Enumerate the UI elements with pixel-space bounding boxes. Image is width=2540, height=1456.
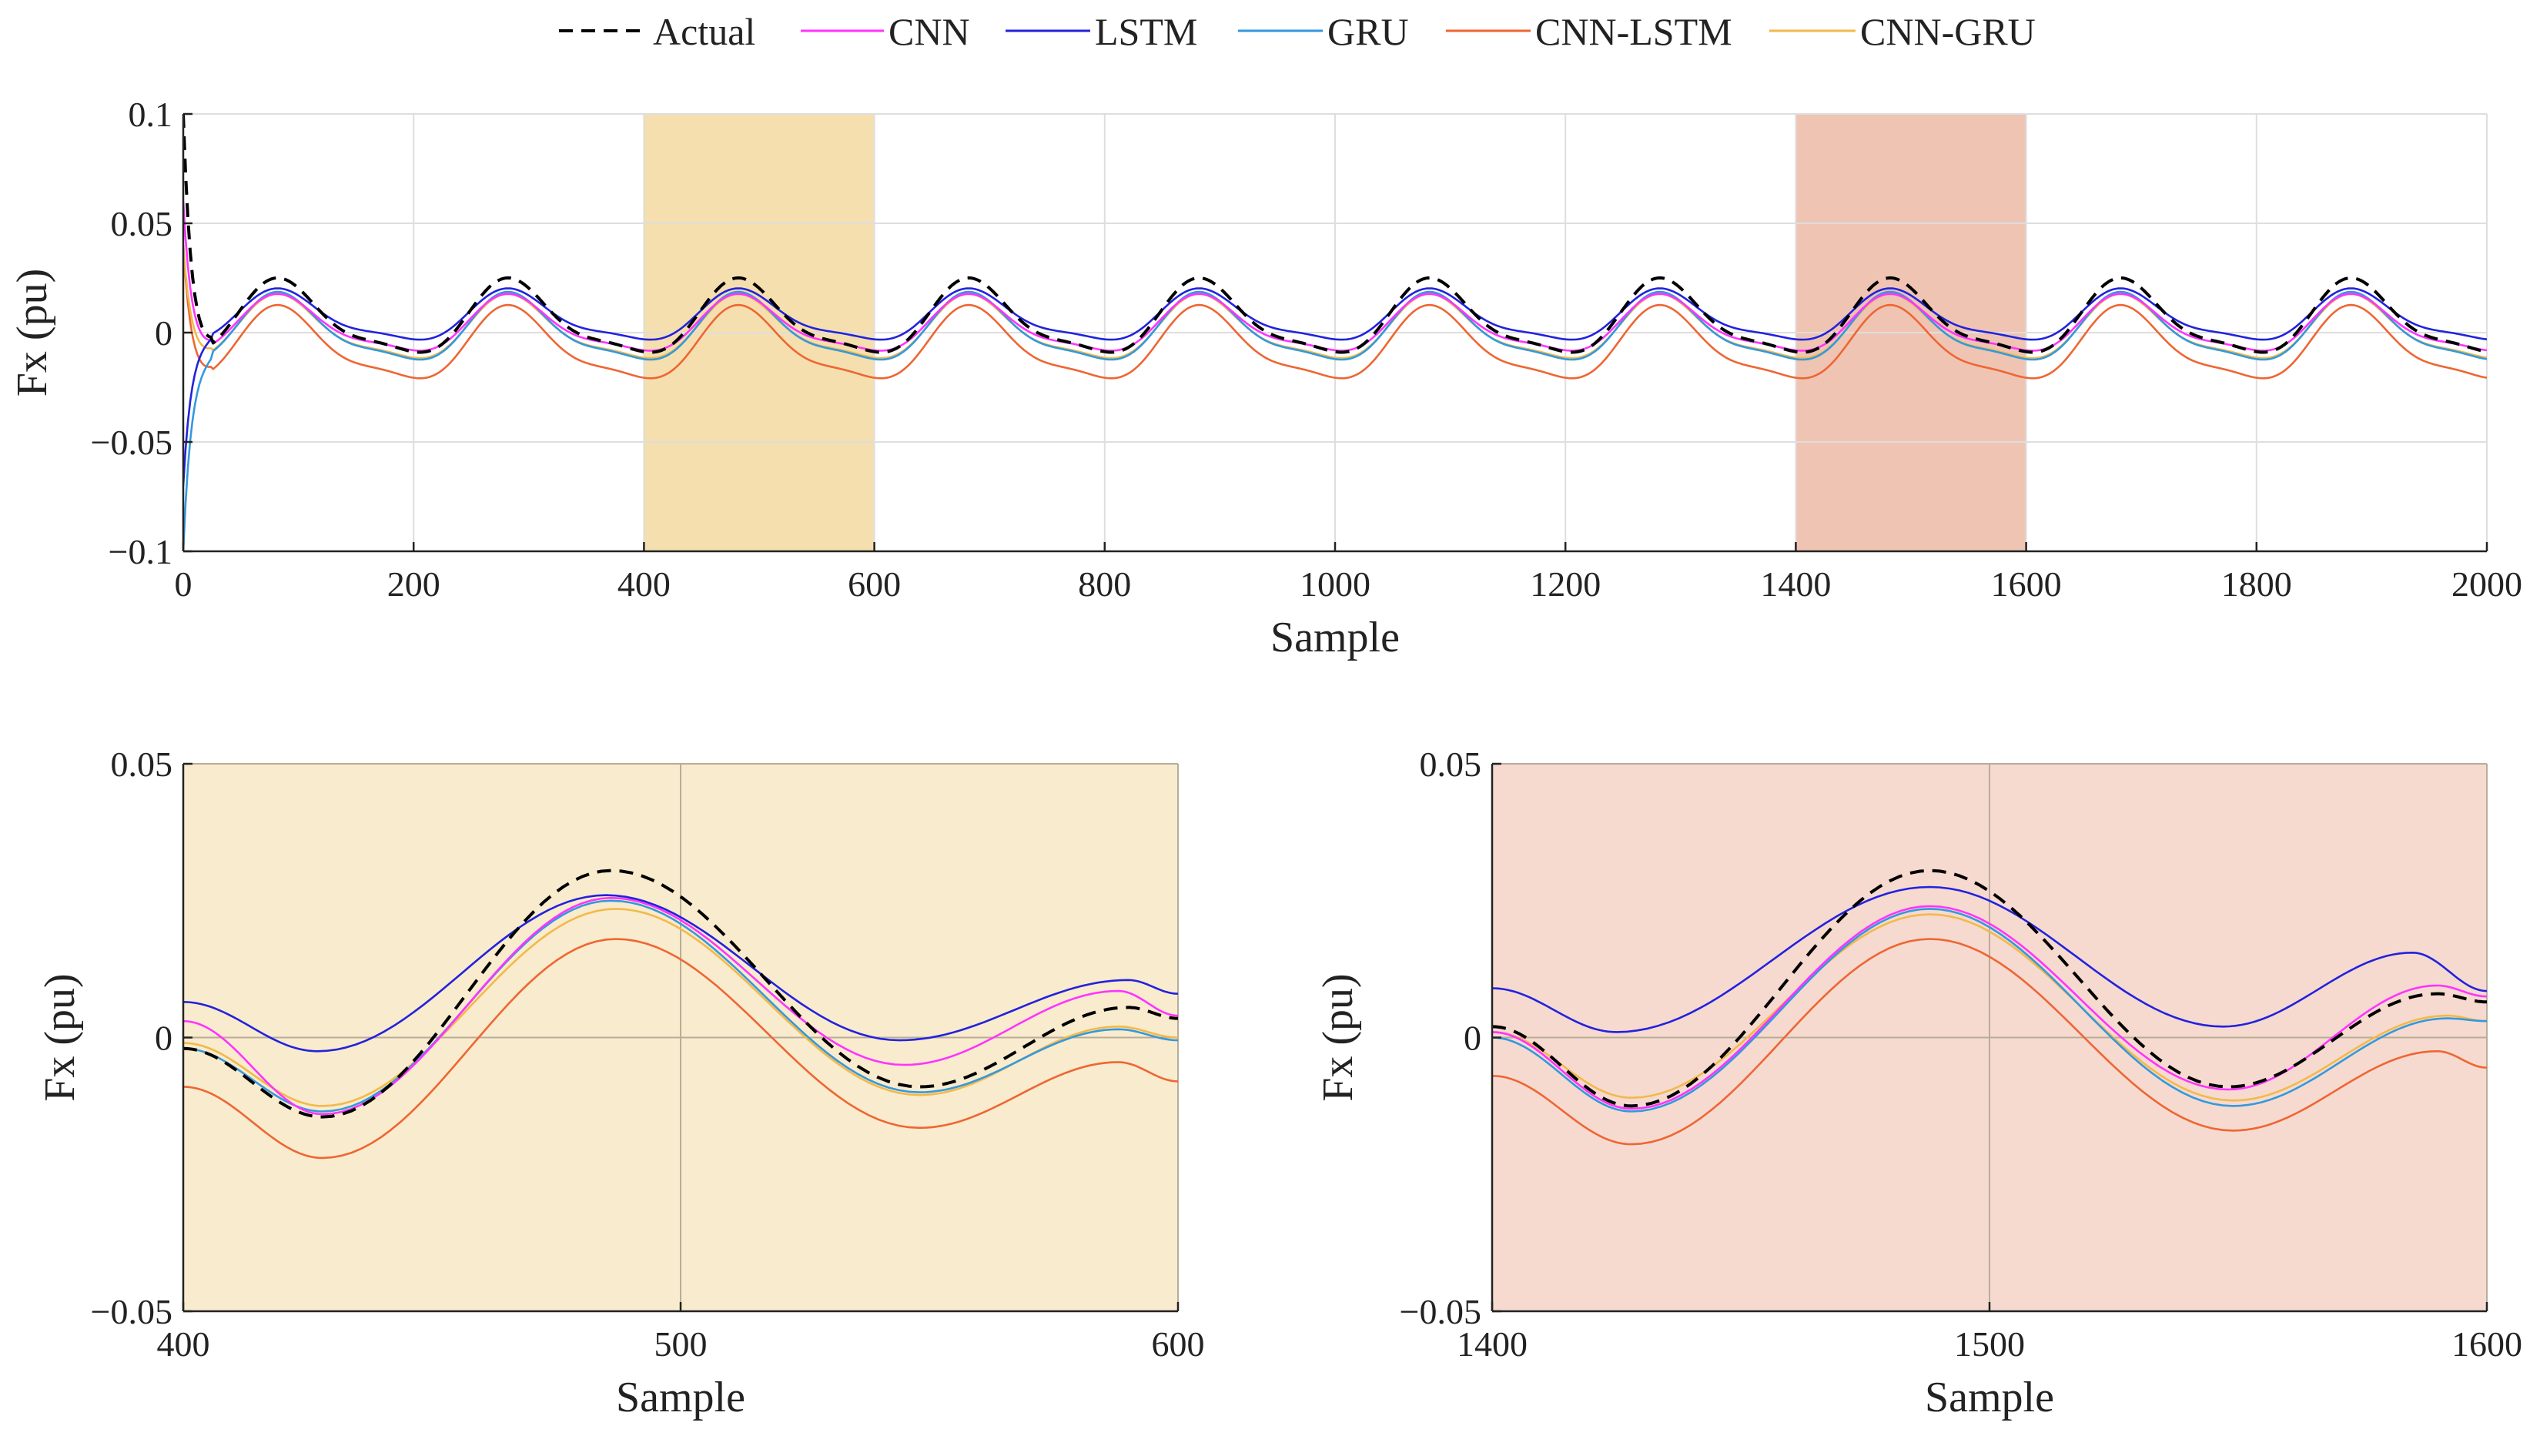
series-line-actual	[1492, 869, 2487, 1108]
series-line-lstm	[183, 287, 2487, 486]
y-axis-label: Fx (pu)	[1314, 973, 1362, 1101]
y-tick-label: 0.05	[111, 204, 173, 243]
legend-item-cnn-lstm: CNN-LSTM	[1446, 10, 1732, 53]
series-line-cnn	[183, 201, 2487, 352]
y-tick-label: 0	[155, 313, 172, 353]
y-axis-label: Fx (pu)	[8, 269, 56, 397]
legend-item-cnn-gru: CNN-GRU	[1769, 10, 2036, 53]
x-tick-label: 200	[387, 564, 440, 604]
legend-label-cnn-gru: CNN-GRU	[1860, 10, 2036, 53]
x-tick-label: 1000	[1300, 564, 1370, 604]
series-line-cnn-lstm	[1492, 938, 2487, 1146]
legend-label-gru: GRU	[1327, 10, 1409, 53]
y-tick-label: −0.05	[91, 1292, 172, 1331]
series-line-cnn-lstm	[183, 245, 2487, 380]
x-tick-label: 1600	[2451, 1324, 2522, 1364]
x-tick-label: 500	[654, 1324, 708, 1364]
x-tick-label: 800	[1078, 564, 1131, 604]
x-tick-label: 400	[157, 1324, 210, 1364]
x-tick-label: 1200	[1530, 564, 1601, 604]
legend-item-actual: Actual	[559, 10, 755, 53]
x-tick-label: 1800	[2221, 564, 2292, 604]
series-line-cnn-gru	[183, 908, 1178, 1107]
x-tick-label: 1600	[1991, 564, 2062, 604]
legend-item-lstm: LSTM	[1006, 10, 1197, 53]
series-group	[1492, 869, 2487, 1146]
y-tick-label: 0	[155, 1019, 172, 1058]
series-group	[183, 869, 1178, 1160]
main-time-series-panel: 0 200 400 600 800 1000 1200 1400 1600 1800 2000 −0.…	[8, 95, 2522, 661]
x-tick-label: 600	[848, 564, 901, 604]
x-axis-label: Sample	[1925, 1374, 2054, 1421]
legend: Actual CNN LSTM GRU CNN-LSTM CNN-GRU	[559, 10, 2036, 53]
zoom-panel-400-600: 400 500 600 −0.05 0 0.05 Sample Fx (pu)	[36, 745, 1205, 1421]
y-tick-label: 0.1	[129, 95, 173, 134]
series-line-actual	[183, 114, 2487, 354]
x-axis-label: Sample	[1270, 614, 1400, 661]
series-line-gru	[1492, 908, 2487, 1113]
x-tick-label: 1400	[1457, 1324, 1528, 1364]
x-tick-label: 1500	[1954, 1324, 2025, 1364]
series-line-cnn-lstm	[183, 938, 1178, 1160]
x-axis-label: Sample	[616, 1374, 745, 1421]
y-tick-label: 0.05	[111, 745, 173, 784]
series-line-lstm	[1492, 885, 2487, 1033]
series-line-cnn	[1492, 905, 2487, 1110]
legend-label-cnn-lstm: CNN-LSTM	[1535, 10, 1732, 53]
x-tick-label: 600	[1152, 1324, 1205, 1364]
zoom-panel-1400-1600: 1400 1500 1600 −0.05 0 0.05 Sample Fx (pu)	[1314, 745, 2522, 1421]
legend-item-gru: GRU	[1238, 10, 1409, 53]
legend-label-actual: Actual	[653, 10, 755, 53]
y-tick-label: −0.05	[1400, 1292, 1481, 1331]
legend-label-cnn: CNN	[888, 10, 970, 53]
x-tick-label: 2000	[2451, 564, 2522, 604]
x-tick-label: 0	[175, 564, 192, 604]
y-tick-label: −0.05	[91, 423, 172, 462]
series-line-lstm	[183, 894, 1178, 1053]
legend-label-lstm: LSTM	[1095, 10, 1197, 53]
series-line-actual	[183, 869, 1178, 1119]
y-tick-label: 0.05	[1420, 745, 1482, 784]
y-tick-label: 0	[1464, 1019, 1481, 1058]
series-line-cnn	[183, 896, 1178, 1116]
x-tick-label: 400	[617, 564, 671, 604]
y-tick-label: −0.1	[109, 532, 172, 571]
y-axis-label: Fx (pu)	[36, 973, 84, 1101]
legend-item-cnn: CNN	[801, 10, 970, 53]
series-group	[183, 114, 2487, 551]
x-tick-label: 1400	[1760, 564, 1831, 604]
